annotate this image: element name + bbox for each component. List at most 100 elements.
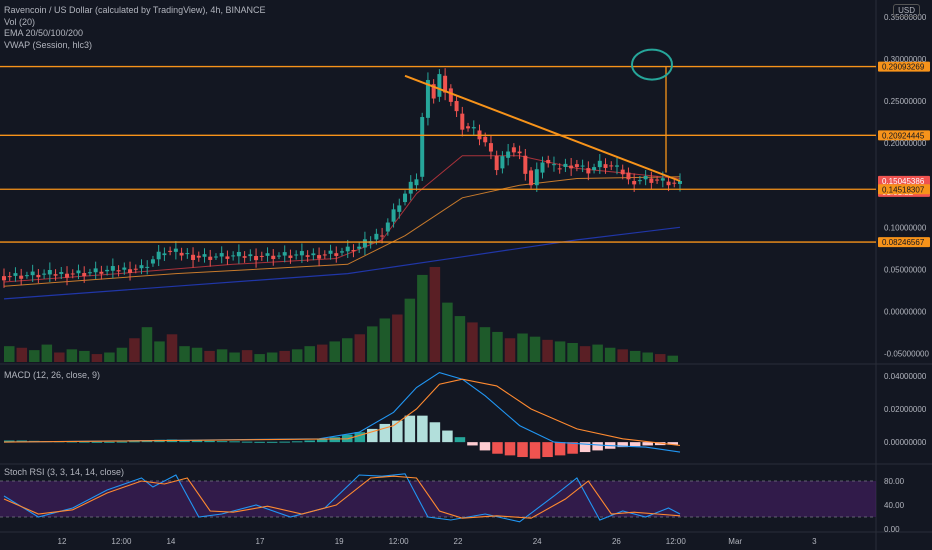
candle-body (288, 255, 293, 258)
candle-body (340, 251, 344, 253)
candle-body (179, 252, 184, 256)
candle-body (116, 270, 121, 272)
candle-body (76, 270, 81, 274)
volume-bar (129, 338, 140, 362)
candle-body (563, 163, 568, 167)
macd-histogram-bar (4, 440, 15, 443)
volume-bar (79, 350, 90, 362)
volume-bar (542, 339, 553, 362)
candle-body (242, 256, 247, 258)
price-label: 0.20924445 (882, 131, 925, 140)
macd-histogram-bar (129, 441, 140, 443)
candle-body (225, 256, 230, 259)
candle-body (574, 164, 579, 167)
candle-body (208, 256, 213, 260)
candle-body (213, 256, 218, 258)
price-label: 0.14518307 (882, 185, 925, 194)
candle-body (643, 175, 648, 180)
volume-bar (379, 318, 391, 362)
time-tick-label: 12 (58, 537, 67, 546)
macd-histogram-bar (379, 423, 391, 443)
candle-body (374, 233, 379, 240)
macd-tick-label: 0.02000000 (884, 405, 927, 414)
time-tick-label: 12:00 (666, 537, 687, 546)
macd-histogram-bar (567, 442, 578, 454)
candle-body (523, 155, 528, 174)
ema-100-line (3, 176, 681, 287)
volume-bar (304, 346, 315, 362)
macd-histogram-bar (629, 442, 641, 447)
candle-body (13, 273, 18, 276)
candle-body (620, 169, 625, 175)
time-tick-label: 3 (812, 537, 817, 546)
macd-histogram-bar (429, 422, 441, 443)
price-tick-label: -0.05000000 (884, 350, 929, 359)
candle-body (259, 255, 264, 257)
candle-body (443, 75, 448, 93)
volume-bar (554, 341, 566, 362)
macd-histogram-bar (667, 442, 678, 445)
stoch-k-line (3, 473, 681, 523)
price-tick-label: 0.05000000 (884, 265, 927, 274)
candle-body (196, 255, 201, 258)
macd-histogram-bar (229, 441, 240, 443)
ema-indicator-label: EMA 20/50/100/200 (4, 28, 84, 38)
price-tick-label: 0.10000000 (884, 223, 927, 232)
time-tick-label: 14 (166, 537, 175, 546)
candle-body (105, 269, 110, 272)
volume-bar (504, 338, 516, 362)
candle-body (529, 170, 534, 186)
volume-bar (467, 322, 478, 362)
macd-histogram-bar (141, 440, 153, 443)
volume-bar (66, 349, 78, 362)
volume-bar (367, 326, 378, 362)
macd-histogram-bar (492, 442, 503, 454)
volume-bar (342, 338, 353, 362)
target-circle-annotation (631, 48, 673, 81)
macd-histogram-bar (417, 415, 428, 443)
candle-body (236, 251, 241, 257)
price-tick-label: 0.25000000 (884, 97, 927, 106)
candle-body (305, 255, 310, 257)
volume-bar (392, 314, 403, 362)
price-tick-label: 0.00000000 (884, 307, 927, 316)
macd-histogram-bar (254, 441, 265, 443)
volume-bar (579, 346, 591, 362)
candle-body (597, 160, 602, 168)
candle-body (357, 246, 362, 249)
candle-body (299, 251, 304, 256)
stoch-overbought-oversold-band (0, 481, 876, 517)
volume-bar (417, 274, 428, 362)
time-tick-label: 24 (533, 537, 542, 546)
time-tick-label: 26 (612, 537, 621, 546)
candle-body (506, 151, 511, 158)
volume-bar (141, 327, 153, 362)
macd-histogram-bar (592, 442, 603, 451)
macd-histogram-bar (241, 441, 253, 443)
candle-body (431, 84, 436, 99)
vwap-indicator-label: VWAP (Session, hlc3) (4, 39, 93, 50)
descending-trendline (404, 74, 681, 182)
macd-histogram-bar (504, 442, 516, 456)
candle-body (42, 273, 47, 275)
candle-body (173, 248, 178, 252)
volume-bar (642, 352, 653, 362)
volume-bar (54, 352, 65, 362)
candle-body (511, 147, 516, 153)
horizontal-levels: 0.290932690.209244450.1504538601:31:220.… (0, 61, 930, 248)
candles (2, 68, 682, 288)
candle-body (59, 272, 64, 274)
volume-bar (104, 352, 115, 362)
candle-body (666, 181, 671, 186)
currency-badge[interactable]: USD (893, 4, 920, 17)
candle-body (500, 156, 505, 169)
candle-body (265, 253, 270, 256)
candle-body (162, 253, 167, 256)
volume-indicator-label: Vol (20) (4, 16, 36, 27)
macd-histogram-bar (291, 441, 303, 443)
macd-histogram-bar (442, 430, 453, 443)
candle-body (471, 127, 476, 129)
candle-body (254, 256, 259, 261)
volume-bar (529, 336, 541, 362)
